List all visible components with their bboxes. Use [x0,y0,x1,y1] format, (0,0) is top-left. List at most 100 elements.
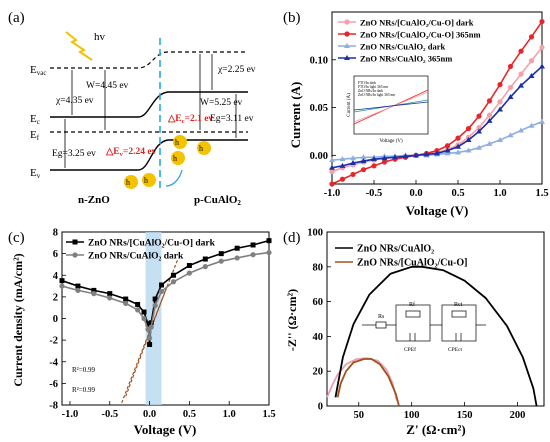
eg2-text: Eg=3.11 ev [210,114,254,124]
series-b-1-point [329,168,335,175]
plot-c-legend: ZnO NRs/[CuAlO₂/Cu-O] dark ZnO NRs/CuAlO₂… [66,239,216,262]
panel-c-label: (c) [8,230,25,246]
plot-c-xtick-label: 1.0 [223,409,236,420]
inset-legend-3: ZnO NRs/In dark [358,89,383,93]
series-b-2-point [518,48,524,54]
chi1-text: χ=4.35 ev [55,96,94,106]
legend-b-4-text: ZnO NRs/CuAlO₂ 365nm [360,54,452,64]
series-b-1-point [476,125,482,131]
legend-b-2-text: ZnO NRs/[CuAlO₂/Cu-O] 365nm [360,30,481,40]
series-b-2-point [381,159,388,165]
plot-c-series [59,238,272,404]
series-b-2-point [539,18,545,25]
series-c-2-point [123,300,129,306]
plot-b-ytick-label: 0.05 [310,103,328,114]
plot-b-xtick-label: -1.0 [324,188,341,199]
series-b-3-point [455,149,461,155]
legend-c-2-marker [72,252,78,258]
eg1-text: Eg=3.25 ev [52,149,96,159]
plot-b-xtick-label: 1.5 [535,188,548,199]
series-b-2-point [371,163,377,169]
lightning-icon [65,31,93,61]
svg-text:h: h [144,176,148,185]
plot-d-frame [326,231,545,407]
svg-text:h: h [199,144,203,153]
series-c-1-point [123,296,129,302]
series-b-1-point [518,71,524,77]
equivalent-circuit [362,304,486,342]
series-b-2-point [444,143,451,149]
circuit-rct: Rct [454,302,463,308]
plot-c-xtick-label: 0.5 [183,409,196,420]
legend-c-1-text: ZnO NRs/[CuAlO₂/Cu-O] dark [88,239,216,249]
series-b-4-point [339,162,346,168]
series-b-4-point [381,155,388,161]
legend-d-1-text: ZnO NRs/CuAlO₂ [357,244,434,255]
series-b-4-point [392,154,398,160]
panel-b: (b) -1.0 -0.5 0.0 0.5 1.0 1.5 0.00 0.05 0.10 Cur… [283,10,549,218]
series-b-1-point [539,44,545,50]
series-b-4-point [350,159,356,165]
w1-text: W=4.45 ev [86,81,129,91]
series-b-3-point [360,154,367,160]
series-b-3-point [350,155,356,161]
plot-c-ytick-label: 0 [53,314,58,325]
plot-c-ylabel: Current density (mA/cm²) [11,253,25,386]
plot-c-xtick-label: 0.0 [143,409,156,420]
series-b-4-point [423,151,430,157]
plot-b-frame [331,11,543,185]
panel-d: (d) 50 100 150 200 0 20 40 60 80 100 -Z'' (Ω·cm²)… [283,228,545,437]
inset-legend-1: FTO/In dark [358,81,376,85]
legend-b-1-text: ZnO NRs/[CuAlO₂/Cu-O] dark [360,18,474,28]
series-b-2-point [476,113,482,119]
series-c-2-point [186,270,192,276]
series-b-2-point [528,34,535,40]
series-c-2-point [234,255,240,261]
series-b-3-point [518,127,524,133]
n-zno-label: n-ZnO [78,194,110,206]
ec-label: Ec [30,113,40,126]
series-b-4-point [528,73,535,79]
fit-line-2 [125,290,167,397]
series-b-2-point [339,176,346,182]
circuit-cpect: CPEct [448,347,463,353]
plot-d-ytick-label: 60 [313,297,324,308]
series-c-2-point [107,295,113,301]
plot-b-xtick-label: 0.5 [451,188,464,199]
series-b-4-point [465,137,472,143]
series-c-1-point [218,251,224,257]
inset-ylabel: Current (A) [347,93,352,117]
series-c-2-point [170,279,177,285]
series-c-1-point [75,283,81,289]
legend-d-2-text: ZnO NRs/[CuAlO₂/Cu-O] [357,258,468,269]
plot-b-inset: FTO/In dark FTO/In light 365 nm ZnO NRs/… [347,75,429,144]
plot-c-xlabel: Voltage (V) [134,422,197,437]
valence-band [50,139,248,171]
series-c-2-point [158,288,165,295]
legend-b-1-marker [344,19,350,25]
delta-ev-text: △Ev=2.24 ev [105,147,157,158]
inset-frame [353,75,429,135]
fit-line-1 [121,259,179,404]
plot-c-ytick-label: 2 [53,292,58,303]
series-b-4-point [360,158,367,164]
series-b-2-point [350,171,356,178]
series-c-1-point [250,242,256,248]
plot-b-axes: -1.0 -0.5 0.0 0.5 1.0 1.5 0.00 0.05 0.10 [310,55,549,199]
svg-text:h: h [175,138,179,147]
plot-d-legend: ZnO NRs/CuAlO₂ ZnO NRs/[CuAlO₂/Cu-O] [335,244,468,269]
w2-text: W=5.25 ev [200,98,243,108]
plot-b-xlabel: Voltage (V) [406,203,469,218]
plot-c-ytick-label: -8 [49,401,58,412]
ev-label: Ev [30,167,41,180]
series-c-1-point [141,309,147,315]
series-d-2-line [336,358,400,407]
series-c-2-point [135,307,141,313]
series-c-1-point [152,296,158,302]
series-c-1-point [159,282,165,288]
series-b-3-point [465,147,472,153]
series-b-3-point [476,144,482,150]
series-b-3-point [329,157,335,163]
plot-b-ylabel: Current (A) [288,82,303,149]
legend-b-3-text: ZnO NRs/CuAlO₂ dark [360,42,445,52]
